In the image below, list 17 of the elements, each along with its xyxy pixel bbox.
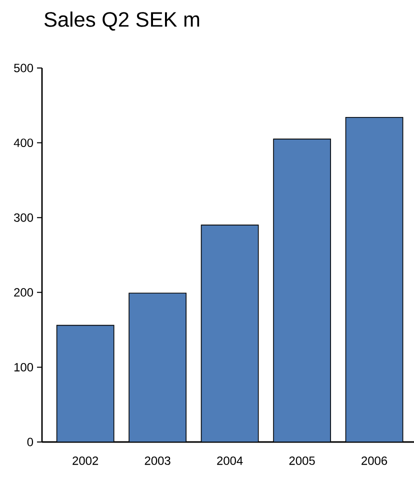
x-tick-label: 2005 <box>289 456 315 465</box>
y-tick-label: 400 <box>14 138 34 148</box>
bar <box>128 292 187 442</box>
bar <box>273 138 331 442</box>
y-tick-label: 500 <box>14 64 34 72</box>
x-tick-label: 2006 <box>362 456 388 465</box>
bar <box>200 224 259 442</box>
chart-title: Sales Q2 SEK m <box>44 12 200 31</box>
y-tick-label: 200 <box>14 288 34 297</box>
y-tick-label: 100 <box>14 362 34 372</box>
y-tick-label: 300 <box>14 213 34 222</box>
y-tick-label: 0 <box>27 438 34 446</box>
bar <box>56 324 114 442</box>
x-tick-label: 2002 <box>72 456 98 465</box>
x-tick-label: 2004 <box>217 456 243 465</box>
x-tick-label: 2003 <box>144 456 170 465</box>
bar <box>345 116 404 442</box>
